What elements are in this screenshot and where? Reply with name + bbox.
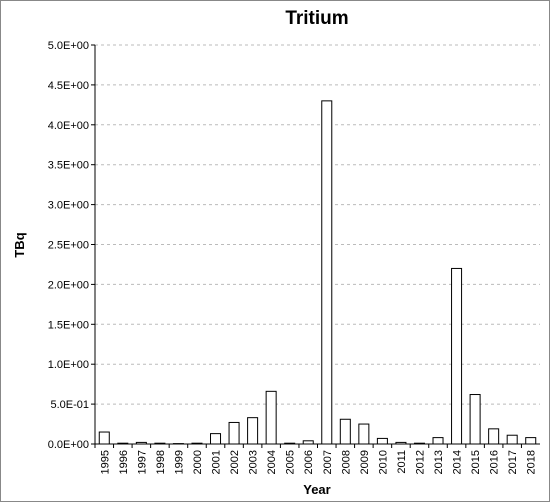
x-tick-label: 1999: [173, 450, 185, 474]
x-tick-label: 2001: [211, 450, 223, 474]
y-tick-label: 3.5E+00: [48, 160, 89, 172]
x-tick-label: 1997: [136, 450, 148, 474]
y-tick-label: 2.5E+00: [48, 240, 89, 252]
x-tick-label: 2007: [322, 450, 334, 474]
x-tick-label: 2010: [377, 450, 389, 474]
bar: [98, 431, 110, 445]
x-tick-label: 2011: [396, 450, 408, 474]
y-axis-label: TBq: [12, 232, 27, 257]
bar: [413, 442, 425, 445]
x-tick-label: 2000: [192, 450, 204, 474]
chart-title: Tritium: [285, 8, 348, 29]
bar: [302, 440, 314, 445]
x-tick-label: 2006: [303, 450, 315, 474]
bar: [358, 423, 370, 445]
bar: [376, 437, 388, 445]
y-tick-label: 3.0E+00: [48, 200, 89, 212]
y-tick-label: 0.0E+00: [48, 439, 89, 451]
x-axis-label: Year: [303, 482, 330, 497]
x-tick-label: 2014: [452, 450, 464, 474]
y-tick-label: 1.5E+00: [48, 319, 89, 331]
y-tick-label: 4.0E+00: [48, 120, 89, 132]
x-tick-label: 1995: [99, 450, 111, 474]
x-tick-label: 2018: [526, 450, 538, 474]
bar: [451, 267, 463, 445]
bar: [506, 434, 518, 445]
x-tick-label: 2002: [229, 450, 241, 474]
x-tick-label: 2005: [285, 450, 297, 474]
bar: [247, 417, 259, 445]
bar: [488, 428, 500, 445]
x-tick-label: 2015: [470, 450, 482, 474]
bar: [135, 441, 147, 445]
x-tick-label: 2008: [340, 450, 352, 474]
bar: [228, 421, 240, 445]
x-tick-label: 1996: [118, 450, 130, 474]
y-tick-label: 1.0E+00: [48, 359, 89, 371]
y-tick-label: 5.0E+00: [48, 40, 89, 52]
x-tick-label: 2016: [489, 450, 501, 474]
bar: [210, 433, 222, 445]
bar: [469, 394, 481, 445]
x-tick-label: 1998: [155, 450, 167, 474]
x-tick-label: 2017: [507, 450, 519, 474]
bar: [321, 100, 333, 445]
bar: [339, 418, 351, 445]
y-tick-label: 4.5E+00: [48, 80, 89, 92]
y-tick-label: 5.0E-01: [50, 399, 89, 411]
x-tick-label: 2004: [266, 450, 278, 474]
x-tick-label: 2012: [414, 450, 426, 474]
bar: [525, 437, 537, 445]
bar: [265, 390, 277, 445]
bar: [395, 441, 407, 445]
y-tick-label: 2.0E+00: [48, 279, 89, 291]
x-tick-label: 2009: [359, 450, 371, 474]
bar: [154, 442, 166, 445]
x-tick-label: 2003: [248, 450, 260, 474]
bar: [117, 442, 129, 445]
bar: [284, 442, 296, 445]
bar: [191, 442, 203, 445]
bar: [432, 437, 444, 445]
x-tick-label: 2013: [433, 450, 445, 474]
